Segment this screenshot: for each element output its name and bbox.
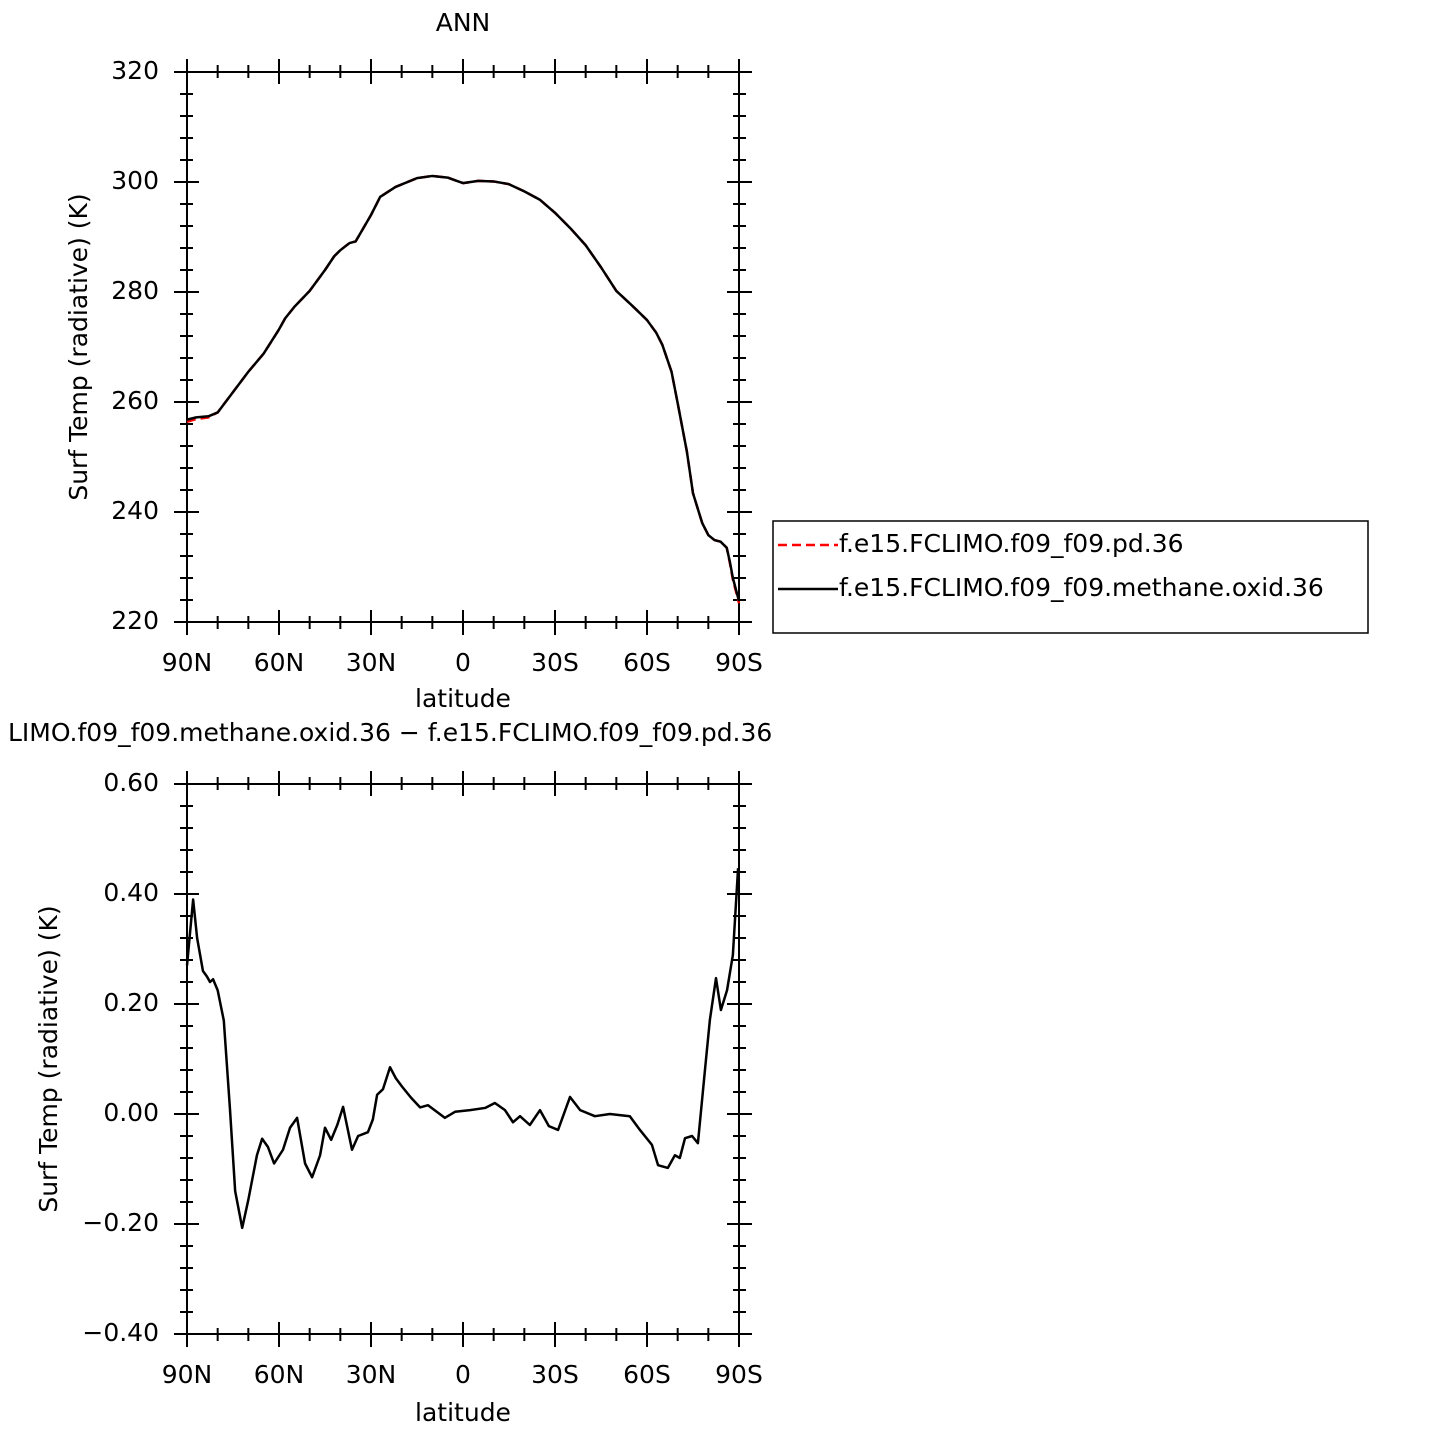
data-line [185,868,740,1230]
plot-frame [186,71,740,623]
x-tick-label: 90N [162,648,213,677]
x-tick-label: 90N [162,1360,213,1389]
y-tick-label: −0.20 [82,1208,159,1237]
x-tick-label: 30N [346,1360,397,1389]
y-axis-label: Surf Temp (radiative) (K) [34,905,63,1212]
data-line [186,174,741,602]
legend-label: f.e15.FCLIMO.f09_f09.pd.36 [839,529,1184,558]
y-tick-label: 0.00 [103,1098,159,1127]
x-tick-label: 60S [623,1360,671,1389]
y-tick-label: 0.40 [103,878,159,907]
x-tick-label: 60N [254,1360,305,1389]
y-tick-label: 0.20 [103,988,159,1017]
x-axis-label: latitude [415,684,511,713]
chart-title: ANN [436,8,491,37]
y-tick-label: 300 [111,166,159,195]
y-tick-label: 260 [111,386,159,415]
legend-label: f.e15.FCLIMO.f09_f09.methane.oxid.36 [839,573,1324,602]
y-tick-label: 220 [111,606,159,635]
x-tick-label: 30S [531,648,579,677]
chart-title: LIMO.f09_f09.methane.oxid.36 − f.e15.FCL… [8,718,772,747]
legend-box [772,520,1369,634]
x-tick-label: 0 [455,1360,471,1389]
x-tick-label: 60N [254,648,305,677]
y-tick-label: 280 [111,276,159,305]
y-tick-label: 320 [111,56,159,85]
x-tick-label: 90S [715,1360,763,1389]
y-axis-label: Surf Temp (radiative) (K) [64,193,93,500]
data-line [186,174,741,604]
x-tick-label: 90S [715,648,763,677]
x-axis-label: latitude [415,1398,511,1427]
y-tick-label: 0.60 [103,768,159,797]
y-tick-label: 240 [111,496,159,525]
x-tick-label: 30S [531,1360,579,1389]
plot-frame [186,783,740,1335]
x-tick-label: 30N [346,648,397,677]
x-tick-label: 0 [455,648,471,677]
x-tick-label: 60S [623,648,671,677]
y-tick-label: −0.40 [82,1318,159,1347]
